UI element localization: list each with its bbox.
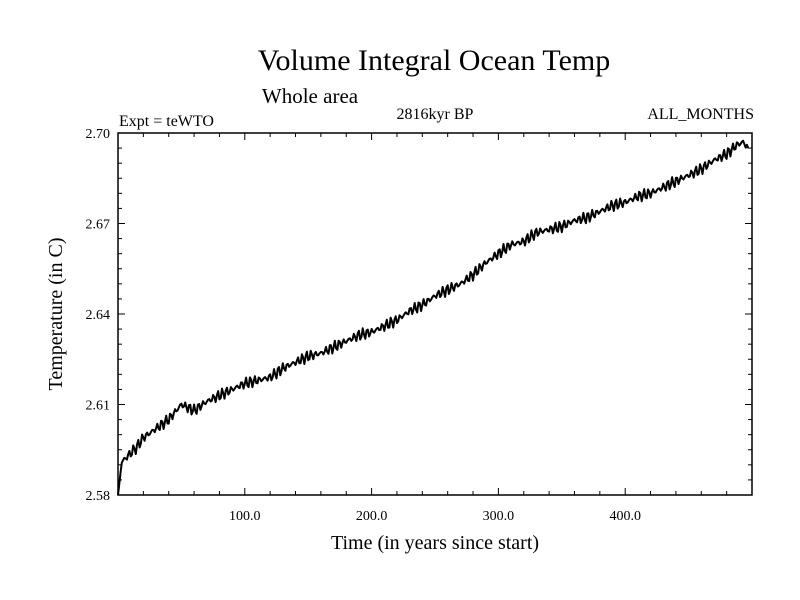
- y-tick-label: 2.58: [86, 489, 111, 504]
- y-tick-labels: 2.58 2.61 2.64 2.67 2.70: [86, 127, 111, 504]
- plot-frame: [117, 132, 753, 496]
- series-line: [117, 139, 750, 496]
- x-tick-labels: 100.0 200.0 300.0 400.0: [229, 509, 641, 524]
- x-axis-label: Time (in years since start): [331, 532, 539, 554]
- x-tick-label: 300.0: [483, 509, 515, 524]
- y-tick-label: 2.64: [86, 308, 111, 323]
- x-tick-label: 200.0: [356, 509, 388, 524]
- x-tick-label: 100.0: [229, 509, 261, 524]
- chart-subtitle: Whole area: [262, 84, 359, 108]
- y-tick-label: 2.61: [86, 399, 111, 414]
- y-axis-label: Temperature (in C): [45, 238, 67, 391]
- y-tick-label: 2.67: [86, 218, 111, 233]
- months-label: ALL_MONTHS: [647, 106, 754, 123]
- chart-title: Volume Integral Ocean Temp: [258, 44, 611, 77]
- axis-ticks: [118, 132, 752, 496]
- x-tick-label: 400.0: [609, 509, 641, 524]
- y-tick-label: 2.70: [86, 127, 111, 142]
- experiment-label: Expt = teWTO: [119, 113, 214, 130]
- period-label: 2816kyr BP: [397, 106, 474, 123]
- series-layer: [117, 139, 750, 496]
